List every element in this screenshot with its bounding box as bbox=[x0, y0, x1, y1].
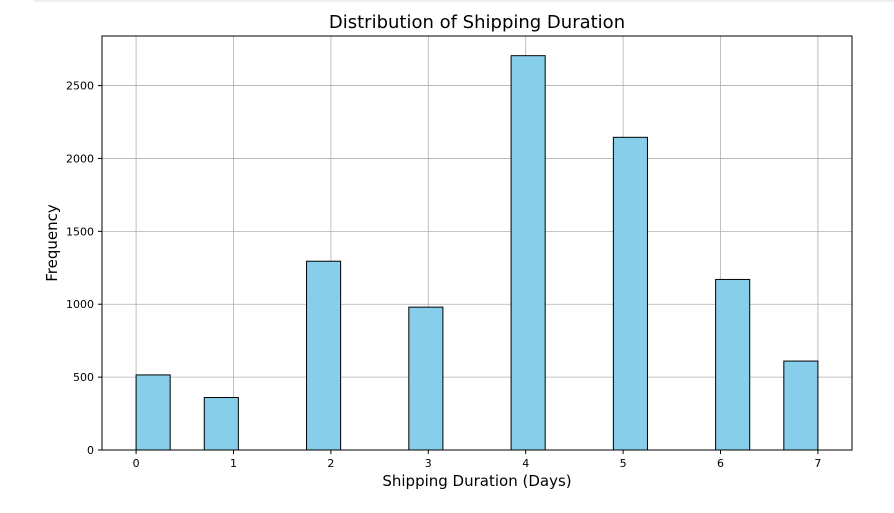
y-tick-label: 2500 bbox=[66, 80, 94, 93]
x-tick-label: 6 bbox=[717, 457, 724, 470]
y-tick-label: 1000 bbox=[66, 298, 94, 311]
bar-0 bbox=[135, 374, 171, 451]
x-tick-label: 0 bbox=[133, 457, 140, 470]
x-tick-label: 7 bbox=[814, 457, 821, 470]
y-axis-label: Frequency bbox=[43, 204, 61, 282]
bars bbox=[135, 55, 819, 451]
bar-6 bbox=[715, 278, 751, 451]
y-tick-label: 1500 bbox=[66, 225, 94, 238]
y-tick-label: 500 bbox=[73, 371, 94, 384]
x-axis-label: Shipping Duration (Days) bbox=[382, 472, 571, 490]
x-tick-label: 5 bbox=[620, 457, 627, 470]
x-tick-label: 3 bbox=[425, 457, 432, 470]
bar-3 bbox=[408, 306, 444, 451]
bar-5 bbox=[612, 136, 648, 451]
bar-7 bbox=[783, 360, 819, 451]
y-tick-label: 0 bbox=[87, 444, 94, 457]
bar-4 bbox=[510, 55, 546, 451]
top-divider bbox=[34, 0, 894, 2]
chart-title: Distribution of Shipping Duration bbox=[329, 12, 625, 33]
axis-ticks: 0 1 2 3 4 5 6 7 0 500 1000 1500 2000 2500 bbox=[66, 80, 821, 470]
x-tick-label: 1 bbox=[230, 457, 237, 470]
y-tick-label: 2000 bbox=[66, 152, 94, 165]
bar-2 bbox=[306, 260, 342, 451]
x-tick-label: 2 bbox=[327, 457, 334, 470]
plot-area-frame bbox=[101, 35, 853, 451]
bar-1 bbox=[203, 397, 239, 451]
x-tick-label: 4 bbox=[522, 457, 529, 470]
